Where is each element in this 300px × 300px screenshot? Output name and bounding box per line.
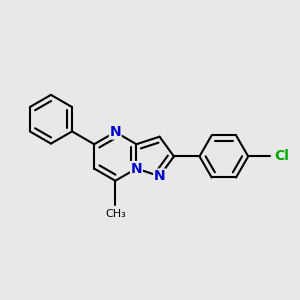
Text: Cl: Cl xyxy=(274,149,289,164)
Text: N: N xyxy=(154,169,165,183)
Text: N: N xyxy=(130,162,142,176)
Text: CH₃: CH₃ xyxy=(105,209,126,219)
Text: N: N xyxy=(110,125,121,139)
